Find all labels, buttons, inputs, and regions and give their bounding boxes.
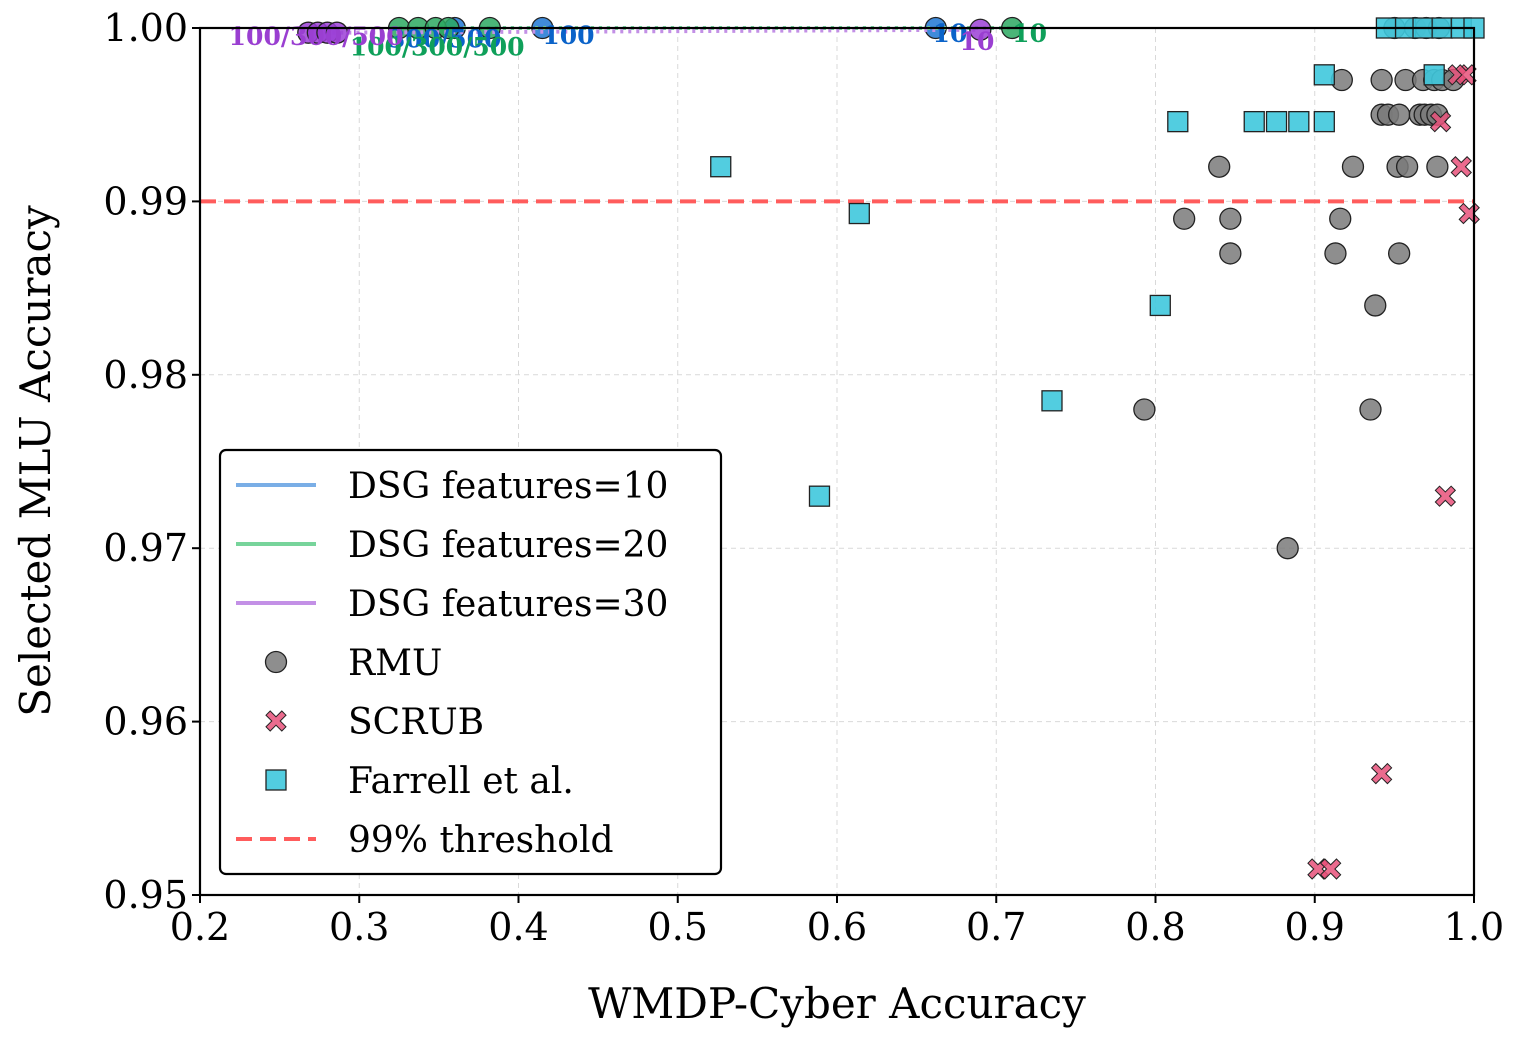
y-tick-label: 0.96 xyxy=(103,700,188,744)
x-axis-title: WMDP-Cyber Accuracy xyxy=(588,979,1086,1028)
y-tick-label: 0.97 xyxy=(103,526,188,570)
dsg-annotation: 10 xyxy=(933,19,968,48)
dsg-annotation: 100 xyxy=(542,21,594,50)
legend-box xyxy=(218,448,723,876)
scrub-point xyxy=(1450,156,1472,178)
y-tick-label: 1.00 xyxy=(103,6,188,50)
rmu-point xyxy=(1426,155,1449,178)
rmu-point xyxy=(1364,294,1387,317)
farrell-point xyxy=(1288,110,1310,133)
rmu-point xyxy=(1219,207,1242,230)
dsg-annotation: 10 xyxy=(1012,19,1047,48)
farrell-point xyxy=(1265,110,1288,133)
x-tick-label: 0.9 xyxy=(1285,905,1345,949)
legend-label: 99% threshold xyxy=(348,820,614,861)
farrell-point xyxy=(808,485,831,507)
x-tick-label: 0.4 xyxy=(488,905,548,949)
x-tick-label: 0.7 xyxy=(966,905,1026,949)
rmu-point xyxy=(1329,207,1352,230)
rmu-point xyxy=(1324,242,1347,265)
rmu-point xyxy=(1276,537,1299,560)
y-tick-label: 0.95 xyxy=(103,873,188,917)
dsg-point xyxy=(969,18,992,41)
legend-circle-swatch xyxy=(264,650,288,674)
rmu-point xyxy=(1388,103,1411,126)
rmu-point xyxy=(1341,155,1365,178)
legend-label: DSG features=20 xyxy=(348,525,668,566)
legend-label: Farrell et al. xyxy=(348,761,574,802)
x-tick-label: 0.2 xyxy=(170,905,230,949)
y-tick-label: 0.99 xyxy=(103,179,188,223)
rmu-point xyxy=(1133,398,1156,421)
legend-label: SCRUB xyxy=(348,702,484,743)
scrub-point xyxy=(1370,762,1393,785)
y-axis-title: Selected MLU Accuracy xyxy=(11,205,60,717)
farrell-point xyxy=(1423,64,1445,86)
dsg-annotation: 300/500 xyxy=(388,24,502,53)
scrub-point xyxy=(1319,858,1342,880)
x-tick-label: 1.0 xyxy=(1444,905,1504,949)
scrub-point xyxy=(1458,202,1480,225)
rmu-point xyxy=(1370,68,1393,92)
legend-label: DSG features=30 xyxy=(348,584,668,625)
farrell-point xyxy=(710,156,732,178)
farrell-point xyxy=(1243,110,1265,133)
rmu-point xyxy=(1395,155,1419,178)
x-tick-label: 0.6 xyxy=(807,905,867,949)
farrell-point xyxy=(1313,64,1335,86)
y-tick-label: 0.98 xyxy=(103,353,188,397)
scrub-point xyxy=(1455,64,1477,86)
farrell-point xyxy=(1313,110,1335,133)
x-tick-label: 0.3 xyxy=(329,905,389,949)
farrell-point xyxy=(848,202,870,225)
legend: DSG features=10 DSG features=20 DSG featur… xyxy=(218,448,723,876)
rmu-point xyxy=(1388,242,1411,265)
legend-label: DSG features=10 xyxy=(348,466,668,507)
scrub-point xyxy=(1434,485,1457,507)
scrub-point xyxy=(1429,110,1452,133)
rmu-point xyxy=(1359,398,1382,421)
rmu-point xyxy=(1208,155,1231,178)
legend-cross-swatch xyxy=(265,710,287,732)
legend-label: RMU xyxy=(348,643,442,684)
farrell-point xyxy=(1041,390,1063,412)
dsg-annotation: 100/300/500 xyxy=(229,22,404,51)
x-tick-label: 0.8 xyxy=(1125,905,1185,949)
legend-square-swatch xyxy=(265,769,287,791)
dsg-annotation: 10 xyxy=(960,27,995,56)
x-tick-label: 0.5 xyxy=(648,905,708,949)
dsg-annotation: 100/300/500 xyxy=(350,32,525,61)
farrell-point xyxy=(1167,110,1189,133)
rmu-point xyxy=(1219,242,1242,265)
rmu-point xyxy=(1173,207,1196,230)
farrell-point xyxy=(1149,294,1171,317)
axis-ticks: 0.2 0.3 0.4 0.5 0.6 0.7 0.8 0.9 1.0 0.95 0.96 0.97 0… xyxy=(103,6,1504,949)
